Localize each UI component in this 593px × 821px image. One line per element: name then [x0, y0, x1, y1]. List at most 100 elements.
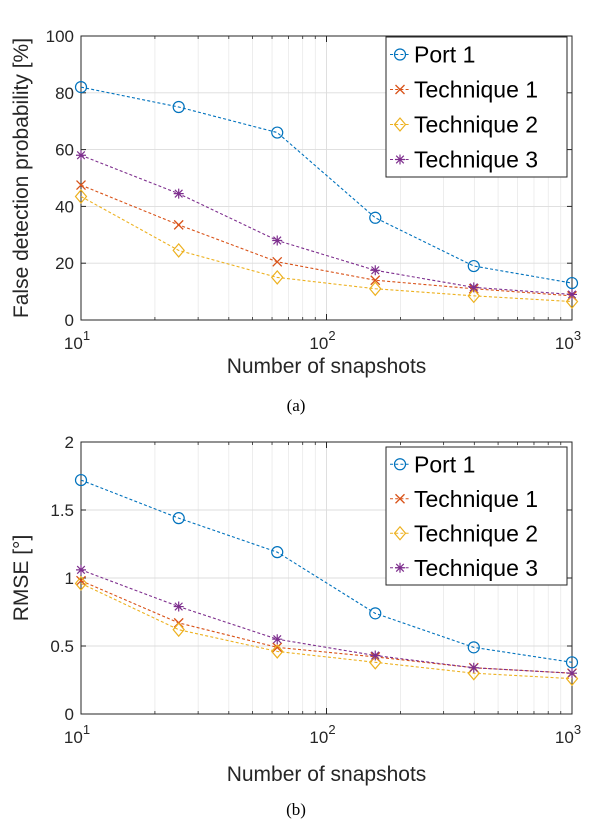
data-point — [173, 188, 184, 199]
x-tick-exponent: 3 — [574, 328, 581, 343]
legend-label: Port 1 — [414, 451, 475, 477]
data-point — [76, 150, 86, 161]
x-tick-base: 10 — [555, 334, 574, 353]
legend-label: Port 1 — [414, 42, 475, 68]
data-point — [368, 654, 382, 670]
series-technique-3 — [76, 564, 577, 679]
y-tick-label: 1 — [65, 569, 74, 588]
data-point — [565, 276, 579, 290]
legend-box — [385, 446, 568, 586]
data-point — [270, 269, 284, 285]
data-point — [271, 546, 284, 559]
series-line — [80, 195, 573, 303]
y-tick-label: 0 — [65, 311, 74, 330]
legend-item: Technique 1 — [390, 486, 538, 512]
data-point — [74, 576, 88, 591]
data-point — [173, 601, 184, 612]
series-line — [80, 184, 573, 297]
data-point — [76, 575, 86, 586]
legend-marker — [395, 84, 405, 95]
data-point — [468, 282, 479, 293]
x-axis-label: Number of snapshots — [227, 355, 427, 378]
legend-marker — [393, 525, 407, 541]
x-tick-base: 10 — [555, 728, 574, 747]
legend-item: Technique 2 — [390, 520, 538, 546]
data-point — [468, 662, 479, 673]
x-tick-exponent: 3 — [574, 722, 581, 737]
y-axis-label: False detection probability [%] — [10, 38, 33, 318]
data-point — [467, 288, 481, 304]
legend-label: Technique 3 — [414, 147, 538, 173]
data-point — [567, 668, 577, 679]
data-point — [74, 189, 88, 204]
legend: Port 1 Technique 1 Technique 2 Technique 3 — [385, 446, 568, 586]
data-point — [173, 219, 184, 230]
legend-label: Technique 1 — [414, 77, 538, 103]
data-point — [369, 211, 382, 224]
data-point — [272, 634, 283, 645]
data-point — [272, 642, 283, 653]
data-point — [172, 242, 185, 258]
x-tick-exponent: 1 — [83, 328, 90, 343]
x-tick-exponent: 1 — [83, 722, 90, 737]
series-technique-2 — [74, 189, 579, 309]
legend-marker — [393, 48, 407, 61]
series-line — [80, 154, 573, 295]
series-technique-1 — [76, 180, 577, 301]
data-point — [368, 281, 382, 297]
legend-item: Technique 3 — [390, 147, 538, 173]
series-port-1 — [74, 81, 579, 290]
data-point — [270, 644, 284, 659]
data-point — [272, 256, 283, 267]
data-point — [565, 294, 579, 309]
legend-marker — [395, 493, 405, 504]
x-tick-exponent: 2 — [328, 722, 335, 737]
y-tick-label: 80 — [55, 84, 74, 103]
x-tick-label: 102 — [309, 328, 335, 353]
data-point — [567, 289, 577, 300]
legend-marker — [393, 458, 407, 471]
data-point — [172, 512, 185, 525]
series-technique-3 — [76, 150, 577, 300]
data-point — [467, 259, 480, 273]
legend-marker — [395, 154, 405, 165]
series-port-1 — [74, 473, 579, 669]
x-tick-base: 10 — [64, 334, 83, 353]
x-tick-label: 102 — [309, 722, 335, 747]
data-point — [370, 265, 381, 276]
data-point — [565, 656, 579, 669]
x-tick-base: 10 — [64, 728, 83, 747]
legend-label: Technique 1 — [414, 486, 538, 512]
y-axis-label: RMSE [°] — [10, 535, 33, 622]
legend-item: Port 1 — [390, 451, 475, 477]
data-point — [172, 100, 185, 114]
y-tick-label: 1.5 — [50, 501, 74, 520]
series-line — [80, 86, 573, 284]
x-tick-label: 101 — [64, 328, 90, 353]
y-tick-label: 100 — [46, 27, 74, 46]
y-tick-label: 0 — [65, 705, 74, 724]
legend-label: Technique 3 — [414, 555, 538, 581]
data-point — [369, 607, 382, 620]
legend-marker — [393, 117, 407, 132]
data-point — [467, 641, 480, 654]
data-point — [74, 473, 88, 487]
x-tick-label: 103 — [555, 328, 581, 353]
series-line — [80, 582, 573, 680]
y-tick-label: 2 — [65, 433, 74, 452]
figure-caption: (b) — [286, 800, 306, 819]
x-tick-base: 10 — [309, 334, 328, 353]
data-point — [76, 180, 86, 191]
x-tick-label: 101 — [64, 722, 90, 747]
figure-caption: (a) — [287, 396, 306, 415]
x-tick-exponent: 2 — [328, 328, 335, 343]
x-tick-label: 103 — [555, 722, 581, 747]
legend-item: Port 1 — [390, 42, 475, 68]
data-point — [272, 235, 283, 246]
y-tick-label: 40 — [55, 197, 74, 216]
data-point — [271, 126, 284, 139]
legend: Port 1 Technique 1 Technique 2 Technique 3 — [385, 36, 568, 178]
